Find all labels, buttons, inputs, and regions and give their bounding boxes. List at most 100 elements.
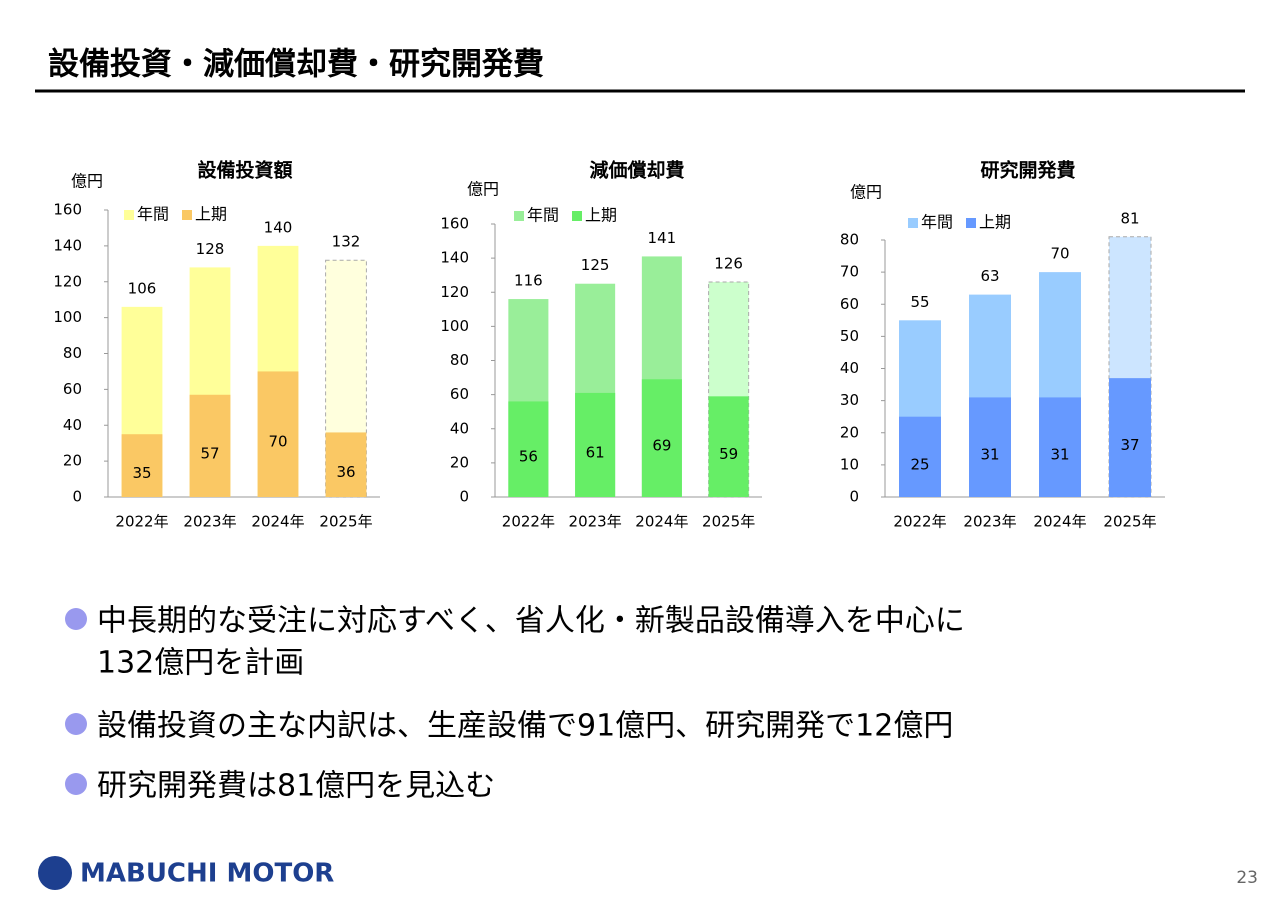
data-label: 141 [648,229,677,247]
bullet-text: 研究開発費は81億円を見込む [97,769,495,804]
x-tick-label: 2023年 [183,513,236,531]
data-label: 31 [1050,446,1069,464]
axis-label: 億円 [850,183,882,202]
data-label: 55 [910,293,929,311]
data-label: 116 [514,272,543,290]
legend-swatch [966,218,976,228]
y-tick-label: 40 [840,359,859,377]
y-tick-label: 120 [53,272,82,290]
y-tick-label: 40 [63,416,82,434]
legend-label: 上期 [979,213,1011,232]
y-tick-label: 50 [840,327,859,345]
legend-swatch [124,210,134,220]
page-number: 23 [1236,868,1258,888]
bar [325,432,367,497]
data-label: 81 [1120,209,1139,227]
legend-swatch [182,210,192,220]
data-label: 140 [264,218,293,236]
axis-label: 億円 [467,180,499,199]
data-label: 70 [1050,245,1069,263]
bullet-text: 中長期的な受注に対応すべく、省人化・新製品設備導入を中心に [97,604,965,639]
x-tick-label: 2023年 [569,513,622,531]
y-tick-label: 160 [440,215,469,233]
bar [641,379,682,497]
bar [1109,378,1151,497]
y-tick-label: 0 [459,488,469,506]
legend-label: 年間 [527,206,559,225]
logo-mark [38,856,72,890]
y-tick-label: 80 [450,351,469,369]
bar [257,371,299,497]
chart-title: 減価償却費 [589,159,684,182]
y-tick-label: 20 [63,452,82,470]
x-tick-label: 2023年 [963,513,1016,531]
y-tick-label: 100 [53,308,82,326]
bar [969,397,1011,497]
legend-label: 年間 [921,213,953,232]
data-label: 106 [128,279,157,297]
y-tick-label: 80 [63,344,82,362]
bar [708,396,749,497]
x-tick-label: 2024年 [251,513,304,531]
y-tick-label: 30 [840,391,859,409]
x-tick-label: 2025年 [702,513,755,531]
x-tick-label: 2024年 [635,513,688,531]
y-tick-label: 120 [440,283,469,301]
y-tick-label: 20 [840,423,859,441]
bar [575,392,616,497]
y-tick-label: 100 [440,317,469,335]
legend-label: 年間 [137,205,169,224]
y-tick-label: 80 [840,231,859,249]
y-tick-label: 0 [72,488,82,506]
data-label: 25 [910,455,929,473]
bullet-dot [65,773,87,795]
data-label: 59 [719,445,738,463]
x-tick-label: 2025年 [1103,513,1156,531]
bar [1039,397,1081,497]
bullet-text: 設備投資の主な内訳は、生産設備で91億円、研究開発で12億円 [97,709,953,744]
data-label: 126 [714,255,743,273]
slide-title: 設備投資・減価償却費・研究開発費 [48,47,544,83]
legend-label: 上期 [585,206,617,225]
bar [508,401,549,497]
x-tick-label: 2022年 [893,513,946,531]
y-tick-label: 10 [840,455,859,473]
x-tick-label: 2022年 [115,513,168,531]
data-label: 70 [268,433,287,451]
bullet-text: 132億円を計画 [97,646,304,681]
bullet-dot [65,608,87,630]
x-tick-label: 2024年 [1033,513,1086,531]
data-label: 57 [200,444,219,462]
axis-label: 億円 [71,172,103,191]
legend-swatch [572,211,582,221]
logo: MABUCHI MOTOR [80,859,334,889]
y-tick-label: 0 [849,488,859,506]
data-label: 35 [132,464,151,482]
bar [189,394,231,497]
y-tick-label: 20 [450,453,469,471]
legend-label: 上期 [195,205,227,224]
data-label: 31 [980,446,999,464]
data-label: 132 [332,233,361,251]
data-label: 37 [1120,436,1139,454]
data-label: 61 [586,443,605,461]
data-label: 69 [652,437,671,455]
data-label: 36 [336,463,355,481]
y-tick-label: 60 [840,295,859,313]
data-label: 125 [581,256,610,274]
y-tick-label: 140 [440,249,469,267]
bar [121,434,163,497]
y-tick-label: 60 [450,385,469,403]
data-label: 128 [196,240,225,258]
legend-swatch [514,211,524,221]
data-label: 56 [519,448,538,466]
y-tick-label: 160 [53,201,82,219]
bar [899,416,941,497]
chart-title: 設備投資額 [197,159,292,182]
bullet-dot [65,713,87,735]
legend-swatch [908,218,918,228]
data-label: 63 [980,267,999,285]
y-tick-label: 70 [840,263,859,281]
chart-title: 研究開発費 [980,159,1075,182]
